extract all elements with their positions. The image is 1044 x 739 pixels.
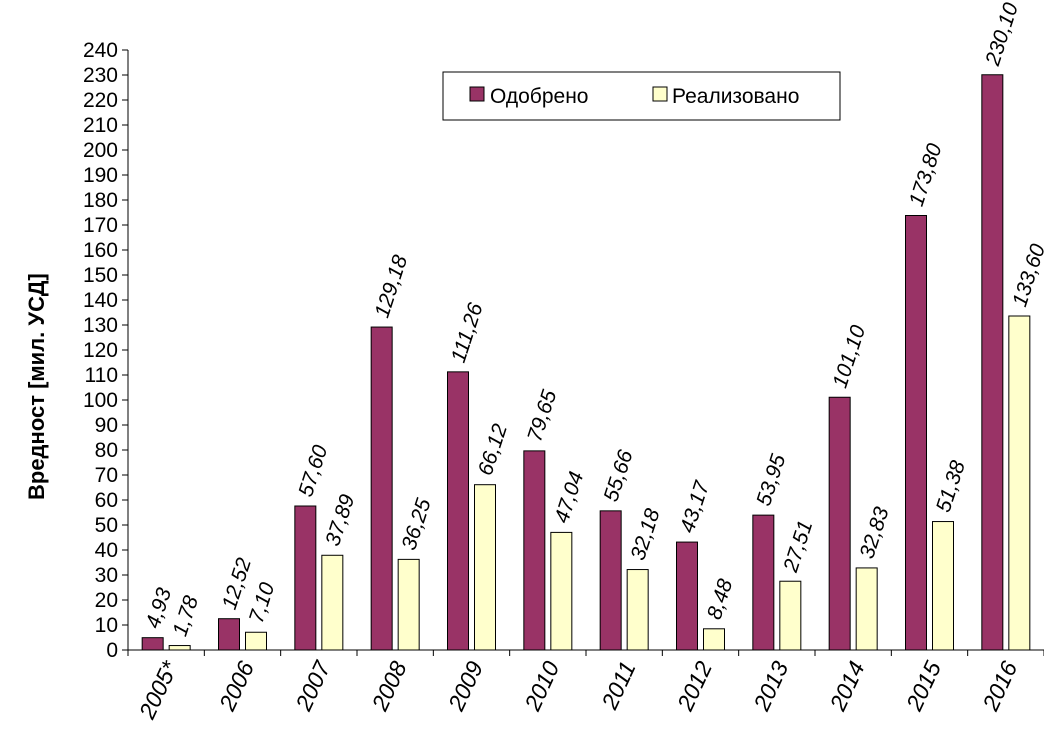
y-tick-label: 230 bbox=[83, 64, 118, 87]
y-tick-label: 70 bbox=[95, 464, 118, 487]
legend-box bbox=[442, 71, 841, 121]
x-category-label: 2006 bbox=[213, 657, 259, 715]
y-tick-label: 240 bbox=[83, 39, 118, 62]
bar-realized bbox=[321, 554, 344, 651]
data-label: 32,83 bbox=[856, 504, 894, 561]
data-label: 1,78 bbox=[169, 593, 204, 639]
data-label: 32,18 bbox=[627, 506, 665, 563]
x-category-label: 2014 bbox=[824, 657, 870, 715]
x-category-label: 2007 bbox=[290, 656, 336, 715]
y-tick-label: 10 bbox=[95, 614, 118, 637]
bar-approved bbox=[828, 396, 851, 651]
y-tick-label: 160 bbox=[83, 239, 118, 262]
bar-approved bbox=[141, 637, 164, 651]
data-label: 173,80 bbox=[905, 141, 947, 209]
bar-approved bbox=[218, 618, 240, 651]
data-label: 230,10 bbox=[981, 0, 1023, 69]
data-label: 51,38 bbox=[932, 458, 970, 515]
x-category-label: 2009 bbox=[442, 657, 488, 715]
y-tick-label: 100 bbox=[83, 389, 118, 412]
bar-approved bbox=[981, 74, 1004, 651]
legend-label-realized: Реализовано bbox=[672, 85, 799, 108]
x-category-label: 2005* bbox=[133, 656, 183, 723]
data-label: 55,66 bbox=[600, 447, 638, 504]
data-label: 66,12 bbox=[474, 421, 512, 478]
x-category-label: 2008 bbox=[366, 657, 412, 715]
y-tick-label: 110 bbox=[85, 364, 118, 387]
data-label: 36,25 bbox=[398, 496, 436, 553]
data-label: 27,51 bbox=[779, 518, 817, 576]
legend-swatch-approved bbox=[469, 86, 485, 102]
x-category-label: 2016 bbox=[977, 657, 1023, 715]
bar-approved bbox=[905, 215, 927, 651]
data-label: 133,60 bbox=[1008, 241, 1044, 309]
y-tick-label: 170 bbox=[83, 214, 118, 237]
y-tick-label: 140 bbox=[83, 289, 118, 312]
x-category-label: 2012 bbox=[671, 657, 717, 715]
y-tick-label: 130 bbox=[83, 314, 118, 337]
bar-realized bbox=[245, 631, 267, 651]
y-tick-label: 20 bbox=[95, 589, 118, 612]
y-tick-label: 0 bbox=[106, 639, 118, 662]
y-tick-label: 90 bbox=[95, 414, 118, 437]
bar-realized bbox=[474, 484, 496, 651]
bar-realized bbox=[703, 628, 725, 651]
data-label: 8,48 bbox=[703, 576, 738, 622]
data-label: 57,60 bbox=[294, 442, 332, 499]
y-tick-label: 180 bbox=[83, 189, 118, 212]
bar-approved bbox=[676, 541, 698, 651]
legend: Одобрено Реализовано bbox=[442, 71, 841, 121]
x-category-label: 2011 bbox=[596, 657, 641, 714]
bar-approved bbox=[599, 510, 622, 651]
bar-realized bbox=[168, 645, 191, 651]
x-category-label: 2015 bbox=[900, 657, 946, 715]
bar-realized bbox=[1008, 315, 1031, 651]
bar-realized bbox=[550, 531, 573, 651]
bar-approved bbox=[294, 505, 317, 651]
bar-realized bbox=[932, 521, 954, 651]
data-label: 37,89 bbox=[321, 491, 359, 548]
y-tick-label: 40 bbox=[95, 539, 118, 562]
y-tick-label: 30 bbox=[95, 564, 118, 587]
data-label: 101,10 bbox=[829, 322, 871, 390]
bar-realized bbox=[626, 569, 649, 651]
y-tick-label: 200 bbox=[83, 139, 118, 162]
y-tick-label: 60 bbox=[95, 489, 118, 512]
data-label: 7,10 bbox=[245, 580, 280, 626]
legend-swatch-realized bbox=[652, 86, 668, 102]
bar-realized bbox=[397, 558, 420, 651]
bar-realized bbox=[855, 567, 878, 651]
data-label: 47,04 bbox=[550, 469, 588, 526]
x-category-label: 2013 bbox=[748, 657, 794, 715]
x-category-label: 2010 bbox=[519, 657, 565, 715]
bar-approved bbox=[523, 450, 546, 651]
bars bbox=[141, 74, 1031, 651]
data-label: 79,65 bbox=[523, 387, 561, 444]
bar-approved bbox=[370, 326, 393, 651]
data-label: 43,17 bbox=[676, 477, 715, 535]
bar-approved bbox=[752, 514, 775, 651]
y-tick-label: 150 bbox=[83, 264, 118, 287]
y-tick-label: 220 bbox=[83, 89, 118, 112]
y-tick-label: 120 bbox=[83, 339, 118, 362]
bar-realized bbox=[779, 580, 802, 651]
y-tick-label: 190 bbox=[83, 164, 118, 187]
legend-label-approved: Одобрено bbox=[490, 85, 588, 108]
y-tick-label: 210 bbox=[83, 114, 118, 137]
bar-approved bbox=[447, 371, 469, 651]
data-label: 111,26 bbox=[447, 300, 488, 366]
y-tick-label: 80 bbox=[95, 439, 118, 462]
data-label: 53,95 bbox=[752, 451, 790, 508]
y-axis-label: Вредност [мил. УСД] bbox=[24, 273, 49, 500]
data-label: 129,18 bbox=[371, 252, 413, 320]
y-tick-label: 50 bbox=[95, 514, 118, 537]
